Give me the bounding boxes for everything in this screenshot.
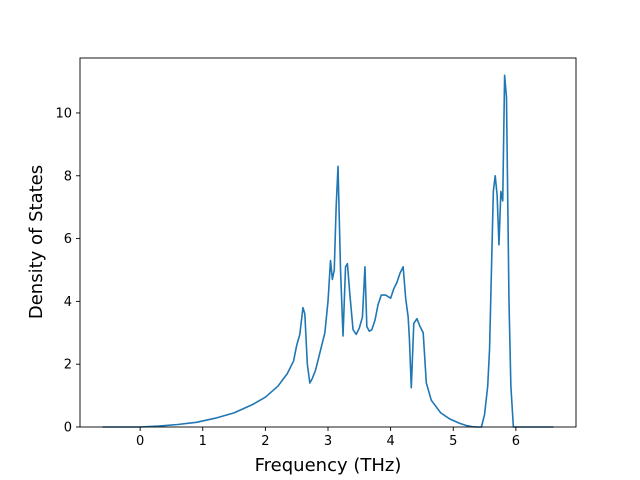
y-axis-label: Density of States [26, 165, 47, 319]
y-axis-ticks: 0 2 4 6 8 10 [55, 106, 80, 436]
x-tick-label: 1 [199, 434, 207, 449]
y-tick-label: 8 [64, 169, 72, 184]
x-tick-label: 4 [386, 434, 394, 449]
x-tick-label: 0 [136, 434, 144, 449]
y-tick-label: 10 [55, 106, 72, 121]
y-tick-label: 6 [64, 232, 72, 247]
y-tick-label: 0 [64, 421, 72, 436]
x-axis-ticks: 0 1 2 3 4 5 6 [136, 427, 520, 449]
x-tick-label: 3 [324, 434, 332, 449]
x-tick-label: 2 [261, 434, 269, 449]
y-tick-label: 4 [64, 295, 72, 310]
x-tick-label: 6 [512, 434, 520, 449]
x-axis-label: Frequency (THz) [255, 455, 402, 476]
series-line-0 [102, 74, 554, 428]
y-tick-label: 2 [64, 358, 72, 373]
x-tick-label: 5 [449, 434, 457, 449]
